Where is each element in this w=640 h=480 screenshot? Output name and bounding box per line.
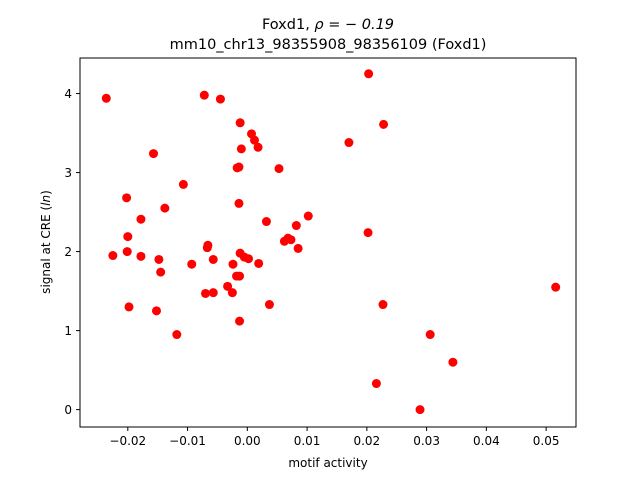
x-tick-label: −0.01 xyxy=(169,434,206,448)
y-axis-label-suffix: ) xyxy=(39,190,53,195)
data-point xyxy=(215,94,225,104)
data-point xyxy=(187,259,197,269)
data-point xyxy=(363,228,373,238)
data-point xyxy=(235,316,245,326)
data-point xyxy=(199,90,209,100)
data-point xyxy=(235,118,245,128)
y-axis-ticks: 0 1 2 3 4 xyxy=(64,87,80,417)
data-point xyxy=(234,162,244,172)
chart-title-prefix: Foxd1, xyxy=(262,17,314,33)
chart-title-line2: mm10_chr13_98355908_98356109 (Foxd1) xyxy=(170,37,487,53)
data-point xyxy=(101,93,111,103)
data-point xyxy=(250,135,259,145)
data-point xyxy=(149,149,158,159)
x-tick-label: 0.00 xyxy=(234,434,261,448)
data-point xyxy=(124,302,134,312)
data-point xyxy=(293,243,303,253)
y-tick-label: 4 xyxy=(64,87,72,101)
data-point xyxy=(234,198,244,208)
data-point xyxy=(228,259,238,269)
data-point xyxy=(254,258,264,268)
data-point xyxy=(123,232,133,242)
data-point xyxy=(122,247,132,257)
data-point xyxy=(208,254,218,264)
x-tick-label: 0.01 xyxy=(294,434,321,448)
y-tick-label: 1 xyxy=(64,324,72,338)
data-point xyxy=(286,235,296,245)
data-point xyxy=(154,254,164,264)
data-point xyxy=(371,379,381,389)
data-point xyxy=(291,221,301,231)
chart-title-line1: Foxd1, ρ = − 0.19 xyxy=(262,17,394,33)
data-points xyxy=(101,69,561,415)
data-point xyxy=(172,330,182,340)
data-point xyxy=(253,142,263,152)
data-point xyxy=(108,251,118,261)
data-point xyxy=(136,251,146,261)
data-point xyxy=(200,288,210,298)
y-tick-label: 3 xyxy=(64,166,72,180)
data-point xyxy=(202,243,212,253)
data-point xyxy=(151,306,161,316)
data-point xyxy=(379,119,389,129)
x-axis-label: motif activity xyxy=(288,456,367,470)
data-point xyxy=(378,300,388,310)
data-point xyxy=(364,69,374,79)
x-tick-label: 0.03 xyxy=(413,434,440,448)
data-point xyxy=(227,288,237,298)
data-point xyxy=(160,203,170,213)
y-axis-label-prefix: signal at CRE ( xyxy=(39,206,53,294)
data-point xyxy=(156,267,166,277)
data-point xyxy=(236,144,246,154)
y-axis-label-ln: ln xyxy=(39,195,53,206)
data-point xyxy=(136,214,146,224)
data-point xyxy=(208,288,218,298)
data-point xyxy=(235,271,245,281)
data-point xyxy=(303,211,313,221)
x-tick-label: −0.02 xyxy=(109,434,146,448)
data-point xyxy=(264,300,274,310)
data-point xyxy=(448,357,458,367)
plot-frame xyxy=(79,57,577,428)
y-tick-label: 2 xyxy=(64,245,72,259)
x-axis-ticks: −0.02 −0.01 0.00 0.01 0.02 0.03 0.04 0.05 xyxy=(109,427,559,448)
x-tick-label: 0.02 xyxy=(353,434,380,448)
chart-title-rho: ρ = − 0.19 xyxy=(314,17,394,33)
x-tick-label: 0.05 xyxy=(533,434,560,448)
x-tick-label: 0.04 xyxy=(473,434,500,448)
data-point xyxy=(122,193,132,203)
data-point xyxy=(223,281,233,291)
data-point xyxy=(178,179,188,189)
data-point xyxy=(551,282,561,292)
data-point xyxy=(415,405,425,415)
data-point xyxy=(425,330,435,340)
data-point xyxy=(274,164,284,174)
y-axis-label: signal at CRE (ln) xyxy=(39,190,53,294)
data-point xyxy=(261,217,271,227)
y-tick-label: 0 xyxy=(64,403,72,417)
data-point xyxy=(239,252,249,262)
data-point xyxy=(344,138,354,148)
